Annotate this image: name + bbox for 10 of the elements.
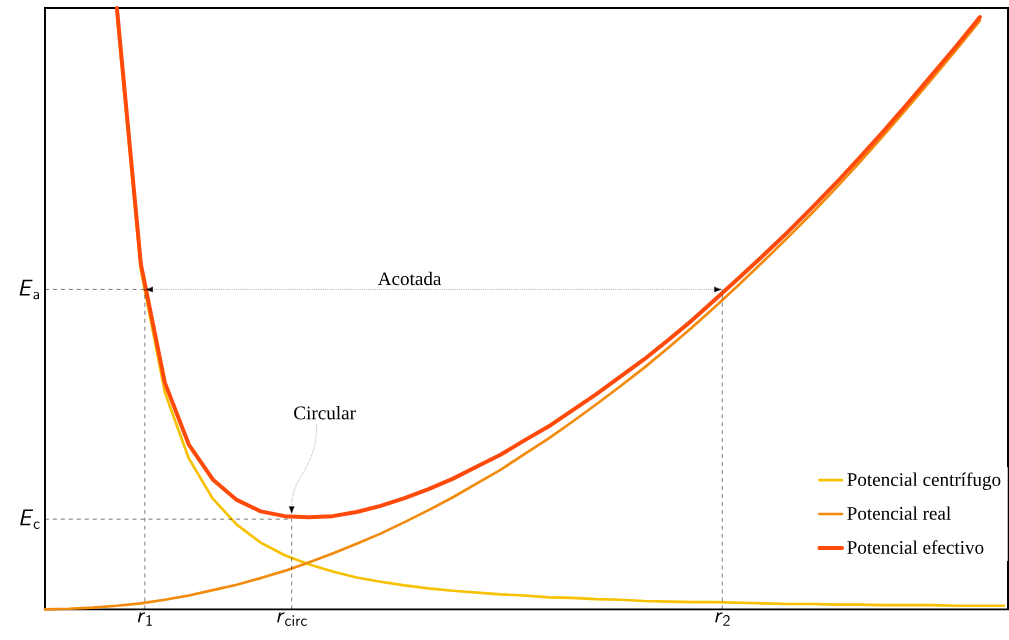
text: r$_{1}$ — [137, 612, 152, 626]
text: r$_{circ}$ — [277, 612, 307, 626]
text: E$_{a}$ — [19, 279, 39, 299]
text: E$_{c}$ — [20, 509, 40, 529]
legend-label: Potencial efectivo — [847, 540, 984, 554]
legend-label: Potencial real — [847, 506, 951, 520]
legend-label: Potencial centrífugo — [847, 472, 1001, 490]
text: r$_{2}$ — [715, 612, 730, 626]
annotation: Circular — [294, 405, 356, 420]
annotation: Acotada — [377, 271, 442, 286]
